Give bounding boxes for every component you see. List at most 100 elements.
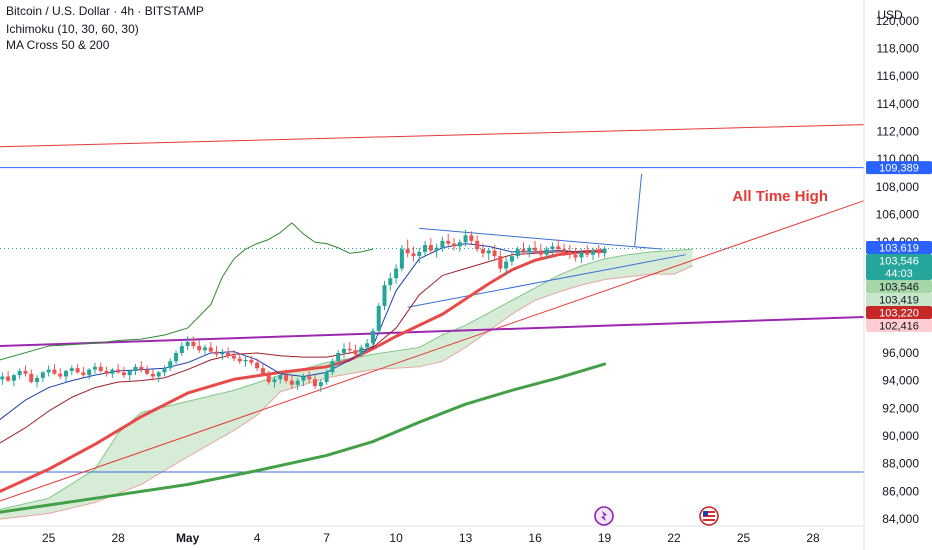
candle-body xyxy=(324,372,329,383)
candle-body xyxy=(515,249,520,257)
candle xyxy=(29,369,34,384)
x-tick-label: 4 xyxy=(254,531,261,545)
candle xyxy=(98,362,103,373)
candle-body xyxy=(556,246,561,250)
candle-body xyxy=(475,240,480,250)
candle xyxy=(341,343,347,359)
badge-price: 103,546 xyxy=(879,256,919,268)
candle-body xyxy=(139,366,144,370)
candle-body xyxy=(423,245,428,252)
badge-bg xyxy=(866,319,932,333)
candle xyxy=(278,372,283,384)
candle-body xyxy=(29,373,34,383)
candle xyxy=(475,235,480,252)
candle xyxy=(255,358,260,371)
us-flag-icon[interactable] xyxy=(699,506,719,526)
time-axis[interactable]: 25 28 May 4 7 10 13 16 19 22 25 28 xyxy=(0,525,864,545)
candle-body xyxy=(521,249,526,252)
series-kijun xyxy=(0,251,606,444)
candle xyxy=(562,243,567,257)
candle-body xyxy=(411,253,416,257)
candle-body xyxy=(150,373,155,377)
price-badge: 103,619 xyxy=(866,241,932,255)
candle-body xyxy=(52,369,57,374)
candle xyxy=(423,240,428,257)
candle-body xyxy=(220,352,225,355)
price-badge: 103,419 xyxy=(866,293,932,307)
candle xyxy=(376,303,381,334)
candle xyxy=(0,372,5,385)
trendlines[interactable] xyxy=(0,124,865,502)
candle-body xyxy=(81,372,86,376)
y-tick-label: 86,000 xyxy=(882,484,919,498)
event-icons[interactable] xyxy=(594,506,719,526)
news-flash-icon[interactable] xyxy=(594,506,614,526)
candle-body xyxy=(538,250,543,255)
candle-body xyxy=(87,369,92,376)
candle-body xyxy=(602,248,607,254)
candle xyxy=(388,272,393,291)
candle-body xyxy=(579,251,584,258)
candle-body xyxy=(492,250,497,257)
ichimoku-cloud xyxy=(0,248,693,520)
candle-body xyxy=(98,366,103,371)
candle xyxy=(168,358,173,371)
candle xyxy=(405,239,410,258)
price-badge: 103,220 xyxy=(866,306,932,320)
candle xyxy=(272,376,277,388)
candle-body xyxy=(504,261,509,269)
candle xyxy=(174,350,179,365)
candle-body xyxy=(446,240,451,244)
purple-trendline[interactable] xyxy=(0,315,865,348)
candle-body xyxy=(231,355,236,359)
upper-channel[interactable] xyxy=(0,124,865,148)
badge-bg xyxy=(866,241,932,255)
candle xyxy=(156,370,161,383)
candle xyxy=(318,379,323,392)
y-tick-label: 94,000 xyxy=(882,374,919,388)
red-trendline[interactable] xyxy=(0,200,865,502)
cloud-lower-edge xyxy=(0,265,693,520)
candle-body xyxy=(417,251,422,257)
series-ma-200 xyxy=(0,362,607,514)
candle xyxy=(75,364,80,374)
candle-body xyxy=(208,347,213,352)
candle-body xyxy=(527,247,532,252)
candle-body xyxy=(295,380,300,385)
candle-body xyxy=(451,243,457,247)
candle xyxy=(11,373,16,387)
triangle-bottom[interactable] xyxy=(407,254,686,308)
candle xyxy=(133,364,138,376)
candle xyxy=(40,370,45,383)
candle-body xyxy=(382,285,387,306)
x-tick-label: 13 xyxy=(459,531,473,545)
currency-label: USD xyxy=(877,8,903,22)
candle xyxy=(104,366,109,377)
candle xyxy=(295,377,300,391)
candle xyxy=(544,246,549,259)
candle xyxy=(533,240,538,254)
candle-body xyxy=(156,372,161,377)
ma-cross-indicator-label[interactable]: MA Cross 50 & 200 xyxy=(6,38,110,52)
candle xyxy=(214,346,219,358)
candle xyxy=(498,250,503,273)
candle xyxy=(289,375,294,389)
price-badge: 103,546 xyxy=(866,280,932,294)
candle-body xyxy=(359,347,364,355)
candle xyxy=(191,336,196,349)
price-badges: 109,389103,619103,54644:03103,546103,419… xyxy=(866,161,932,333)
triangle-top[interactable] xyxy=(419,227,663,250)
candle xyxy=(69,365,74,376)
candle-body xyxy=(347,348,352,351)
candle xyxy=(231,350,236,362)
candle-body xyxy=(533,247,538,251)
candle-body xyxy=(92,366,97,370)
ichimoku-indicator-label[interactable]: Ichimoku (10, 30, 60, 30) xyxy=(6,22,139,36)
breakout-projection[interactable] xyxy=(634,173,643,247)
candle-body xyxy=(110,369,115,374)
series-chikou xyxy=(0,222,374,361)
candle-body xyxy=(260,368,265,376)
candle-body xyxy=(145,369,150,374)
candle-body xyxy=(0,376,5,380)
